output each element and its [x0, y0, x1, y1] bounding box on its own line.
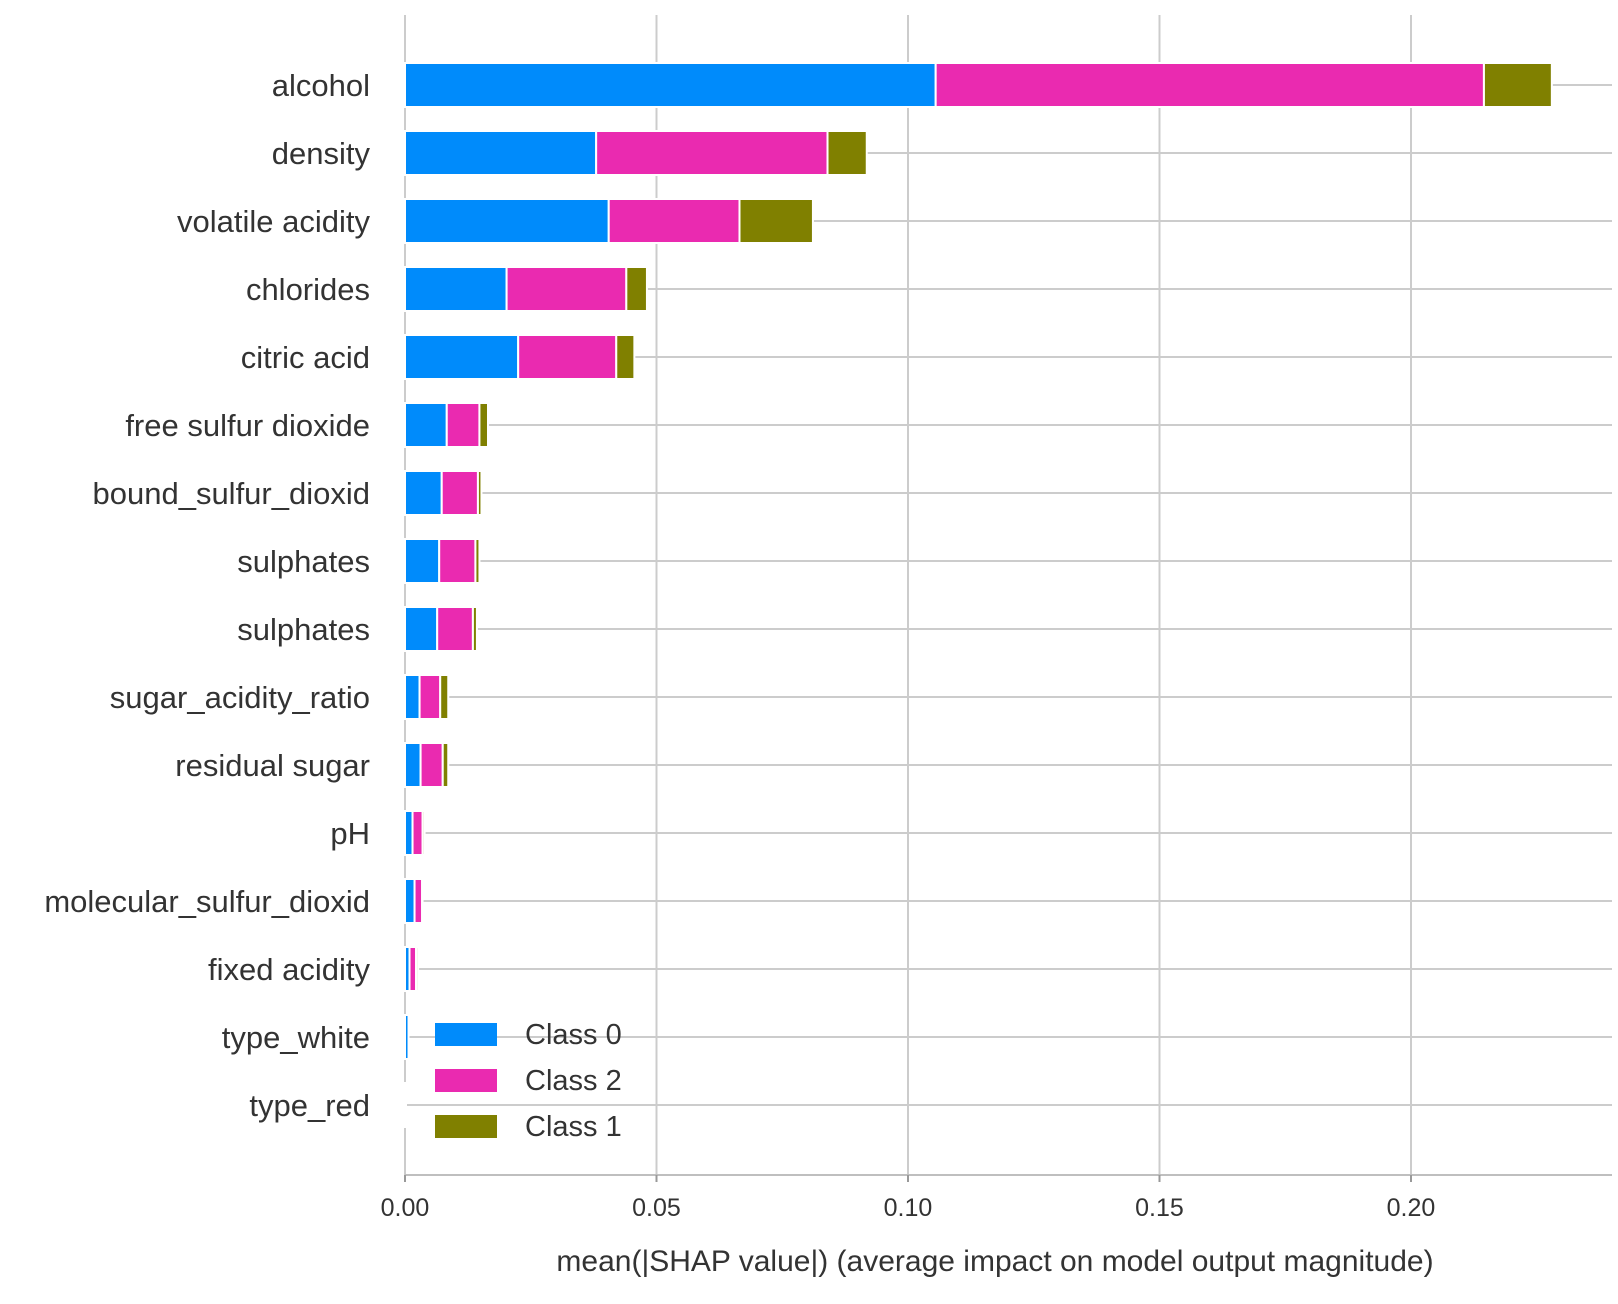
bar-segment-class-1	[738, 198, 814, 244]
legend-swatch-class-1	[435, 1115, 497, 1138]
bar-segment-class-2	[595, 130, 829, 176]
bar-segment-class-0	[404, 198, 610, 244]
feature-label: density	[272, 136, 371, 171]
x-axis-title: mean(|SHAP value|) (average impact on mo…	[556, 1245, 1433, 1278]
x-axis: 0.00 0.05 0.10 0.15 0.20	[381, 1174, 1612, 1222]
legend-swatch-class-0	[435, 1023, 497, 1046]
bar-segment-class-0	[404, 266, 508, 312]
bar-segment-class-0	[404, 810, 414, 856]
bar-segment-class-0	[404, 1082, 408, 1128]
bar-segment-class-1	[421, 878, 424, 924]
legend-label: Class 0	[525, 1019, 622, 1051]
bar-segment-class-2	[505, 266, 628, 312]
feature-label: bound_sulfur_dioxid	[93, 476, 371, 511]
bar-segment-class-1	[1482, 62, 1553, 108]
feature-label: residual sugar	[175, 748, 370, 783]
feature-label: sulphates	[237, 612, 370, 647]
feature-label: chlorides	[246, 272, 370, 307]
feature-label: fixed acidity	[208, 952, 370, 987]
bar-segment-class-2	[438, 538, 477, 584]
bar-segment-class-2	[419, 742, 444, 788]
bar-segment-class-2	[418, 674, 442, 720]
bar-segment-class-2	[440, 470, 479, 516]
bar-segment-class-1	[474, 538, 481, 584]
legend-label: Class 1	[525, 1111, 622, 1143]
bar-segment-class-0	[404, 334, 520, 380]
bar-segment-class-0	[404, 674, 421, 720]
bar-segment-class-1	[439, 674, 450, 720]
bar-segment-class-1	[421, 810, 426, 856]
feature-label: citric acid	[241, 340, 370, 375]
bar-segment-class-2	[934, 62, 1485, 108]
feature-label: sugar_acidity_ratio	[110, 680, 370, 715]
bar-segment-class-2	[607, 198, 741, 244]
feature-labels: alcohol density volatile acidity chlorides c…	[44, 68, 370, 1123]
x-tick-label: 0.15	[1135, 1194, 1184, 1222]
feature-label: free sulfur dioxide	[125, 408, 370, 443]
feature-label: molecular_sulfur_dioxid	[44, 884, 370, 919]
bar-segment-class-1	[415, 946, 420, 992]
bar-segment-class-1	[441, 742, 450, 788]
bar-segment-class-0	[404, 1014, 410, 1060]
bar-segment-class-1	[471, 606, 478, 652]
bar-segment-class-1	[625, 266, 648, 312]
bar-segment-class-2	[517, 334, 618, 380]
feature-label: pH	[330, 816, 370, 851]
bar-segment-class-0	[404, 538, 441, 584]
bar-segment-class-0	[404, 130, 598, 176]
bar-segment-class-1	[476, 470, 483, 516]
x-tick-label: 0.10	[884, 1194, 933, 1222]
bar-segment-class-2	[413, 878, 424, 924]
bar-segment-class-0	[404, 62, 937, 108]
feature-label: volatile acidity	[177, 204, 370, 239]
x-tick-label: 0.20	[1387, 1194, 1436, 1222]
feature-label: type_red	[249, 1088, 370, 1123]
x-tick-label: 0.05	[632, 1194, 681, 1222]
bar-segment-class-0	[404, 606, 439, 652]
feature-label: alcohol	[272, 68, 370, 103]
bar-segment-class-0	[404, 402, 448, 448]
grid-lines	[404, 15, 1612, 1175]
bar-segment-class-2	[445, 402, 481, 448]
bar-segment-class-0	[404, 742, 422, 788]
bar-segment-class-0	[404, 878, 416, 924]
legend-swatch-class-2	[435, 1069, 497, 1092]
legend: Class 0 Class 2 Class 1	[435, 1019, 622, 1143]
bar-segment-class-2	[411, 810, 424, 856]
bar-segment-class-1	[478, 402, 489, 448]
bar-segment-class-0	[404, 470, 443, 516]
bars	[404, 62, 1553, 1128]
bar-segment-class-1	[826, 130, 868, 176]
x-tick-label: 0.00	[381, 1194, 430, 1222]
bar-segment-class-1	[615, 334, 636, 380]
legend-label: Class 2	[525, 1065, 622, 1097]
feature-label: type_white	[222, 1020, 370, 1055]
feature-label: sulphates	[237, 544, 370, 579]
bar-segment-class-2	[436, 606, 474, 652]
